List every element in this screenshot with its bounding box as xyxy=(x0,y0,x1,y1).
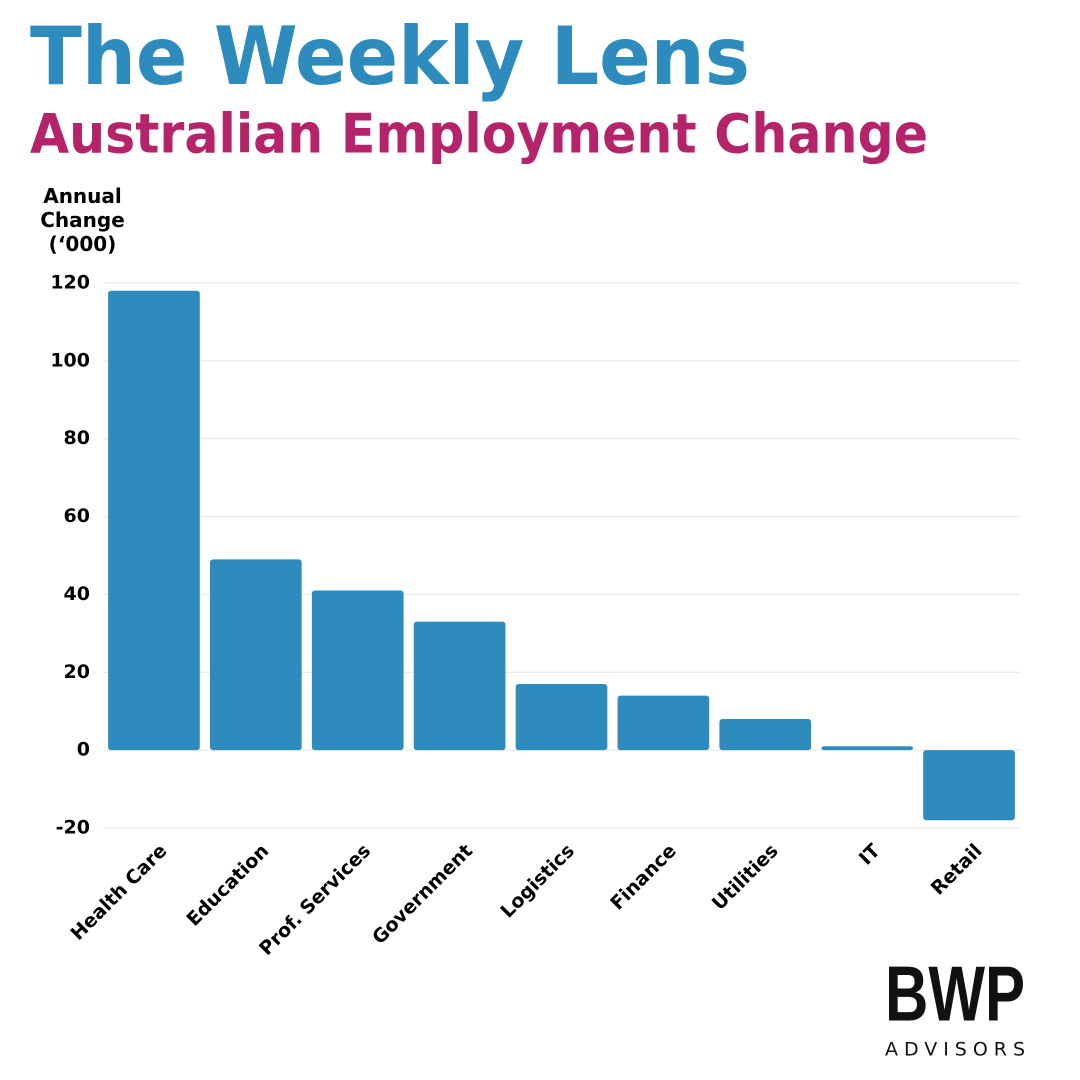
bar xyxy=(108,290,200,751)
x-tick-label: Government xyxy=(368,840,477,949)
bar xyxy=(617,695,710,751)
bar xyxy=(515,683,608,751)
bar xyxy=(719,719,812,751)
y-tick-label: -20 xyxy=(56,817,90,839)
bar xyxy=(209,559,302,751)
y-tick-label: 0 xyxy=(77,739,90,761)
x-tick-label: Education xyxy=(182,840,273,931)
logo-tagline: ADVISORS xyxy=(885,1039,1025,1061)
x-tick-label: IT xyxy=(855,840,885,870)
y-tick-label: 120 xyxy=(50,272,90,294)
chart-subtitle: Australian Employment Change xyxy=(30,103,928,166)
x-tick-label: Health Care xyxy=(66,840,171,945)
x-tick-label: Utilities xyxy=(708,840,783,915)
x-tick-label: Logistics xyxy=(496,840,579,923)
y-tick-label: 40 xyxy=(64,583,90,605)
y-tick-label: 100 xyxy=(50,349,90,371)
bar xyxy=(923,750,1015,821)
y-tick-label: 60 xyxy=(64,505,90,527)
bar xyxy=(821,746,914,751)
bar xyxy=(311,590,404,751)
x-tick-label: Finance xyxy=(606,840,681,915)
logo-name: BWP xyxy=(885,950,1025,1038)
x-tick-label: Prof. Services xyxy=(255,840,375,960)
y-tick-label: 20 xyxy=(64,661,90,683)
y-axis-label: Annual Change (‘000) xyxy=(40,184,125,256)
chart-title: The Weekly Lens xyxy=(30,10,750,103)
bar xyxy=(413,621,506,751)
y-tick-label: 80 xyxy=(64,427,90,449)
x-tick-label: Retail xyxy=(927,840,987,900)
